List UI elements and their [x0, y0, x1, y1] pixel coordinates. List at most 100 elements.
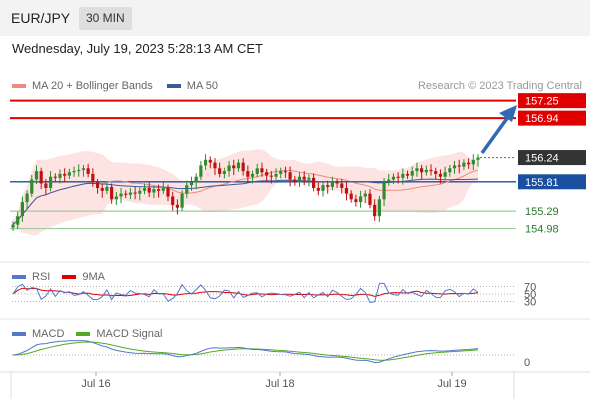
candle-body	[289, 172, 292, 179]
candle-body	[303, 177, 306, 180]
candle-body	[44, 183, 47, 188]
candle-body	[82, 168, 85, 170]
candle-body	[124, 194, 127, 195]
candle-body	[91, 174, 94, 182]
candle-body	[134, 193, 137, 194]
candle-body	[462, 163, 465, 167]
candle-body	[63, 174, 66, 176]
price-tag-label: 154.98	[525, 224, 559, 236]
candle-body	[77, 170, 80, 171]
candle-body	[87, 168, 90, 174]
candle-body	[180, 194, 183, 208]
candle-body	[213, 163, 216, 169]
candle-body	[223, 171, 226, 174]
candle-body	[415, 168, 418, 171]
candle-body	[143, 188, 146, 191]
candle-body	[359, 196, 362, 202]
candle-body	[227, 165, 230, 171]
candle-body	[204, 160, 207, 166]
candle-body	[218, 168, 221, 174]
candle-body	[260, 168, 263, 172]
x-tick-label: Jul 19	[437, 378, 466, 390]
candle-body	[378, 199, 381, 216]
candle-body	[293, 180, 296, 183]
candle-body	[382, 182, 385, 199]
candle-body	[453, 165, 456, 168]
candle-body	[21, 202, 24, 216]
price-tag-label: 156.24	[525, 153, 559, 165]
candle-body	[25, 194, 28, 202]
x-tick-label: Jul 16	[81, 378, 110, 390]
candle-body	[392, 177, 395, 180]
candle-body	[232, 165, 235, 168]
candle-body	[171, 196, 174, 204]
candle-body	[368, 194, 371, 205]
candle-body	[350, 194, 353, 200]
candle-body	[467, 163, 470, 165]
candle-body	[321, 185, 324, 191]
candle-body	[406, 174, 409, 176]
price-tag-label: 155.81	[525, 177, 559, 189]
candle-body	[312, 178, 315, 188]
candle-body	[373, 205, 376, 216]
candle-body	[472, 160, 475, 165]
candle-body	[246, 171, 249, 177]
candle-body	[434, 171, 437, 174]
candle-body	[401, 174, 404, 178]
candle-body	[148, 188, 151, 193]
candle-body	[119, 194, 122, 197]
candle-body	[199, 165, 202, 176]
x-tick-label: Jul 18	[265, 378, 294, 390]
candle-body	[335, 182, 338, 183]
candle-body	[317, 188, 320, 191]
candle-body	[439, 174, 442, 177]
candle-body	[270, 176, 273, 177]
candle-body	[354, 199, 357, 202]
candle-body	[129, 193, 132, 195]
candle-body	[284, 171, 287, 172]
macd-signal-line	[13, 342, 478, 360]
candle-body	[96, 182, 99, 188]
candle-body	[307, 178, 310, 180]
candle-body	[242, 163, 245, 171]
price-tag-label: 156.94	[525, 113, 559, 125]
candle-body	[364, 194, 367, 197]
candle-body	[237, 163, 240, 169]
candle-body	[176, 205, 179, 208]
candle-body	[30, 180, 33, 194]
candle-body	[152, 189, 155, 192]
candle-body	[265, 172, 268, 175]
candle-body	[256, 168, 259, 174]
candle-body	[387, 180, 390, 183]
macd-line	[13, 341, 478, 363]
candle-body	[11, 225, 14, 228]
candle-body	[279, 171, 282, 174]
candle-body	[35, 171, 38, 179]
candle-body	[54, 177, 57, 178]
candle-body	[166, 188, 169, 196]
candle-body	[331, 182, 334, 187]
candle-body	[425, 170, 428, 172]
candle-body	[68, 172, 71, 175]
candle-body	[326, 185, 329, 187]
candle-body	[420, 168, 423, 172]
projection-arrow-shaft	[482, 117, 508, 153]
candle-body	[72, 171, 75, 172]
bollinger-band	[13, 149, 478, 235]
candle-body	[162, 188, 165, 191]
candle-body	[397, 177, 400, 178]
candle-body	[16, 216, 19, 224]
rsi-level-label: 30	[524, 297, 536, 309]
candle-body	[40, 171, 43, 183]
candle-body	[340, 183, 343, 188]
candle-body	[458, 165, 461, 166]
candle-body	[195, 177, 198, 183]
price-tag-label: 157.25	[525, 96, 559, 108]
candle-body	[138, 191, 141, 194]
bollinger-band-area	[13, 149, 478, 235]
candle-body	[105, 187, 108, 191]
candle-body	[429, 170, 432, 171]
candle-body	[190, 182, 193, 185]
candle-body	[49, 177, 52, 188]
